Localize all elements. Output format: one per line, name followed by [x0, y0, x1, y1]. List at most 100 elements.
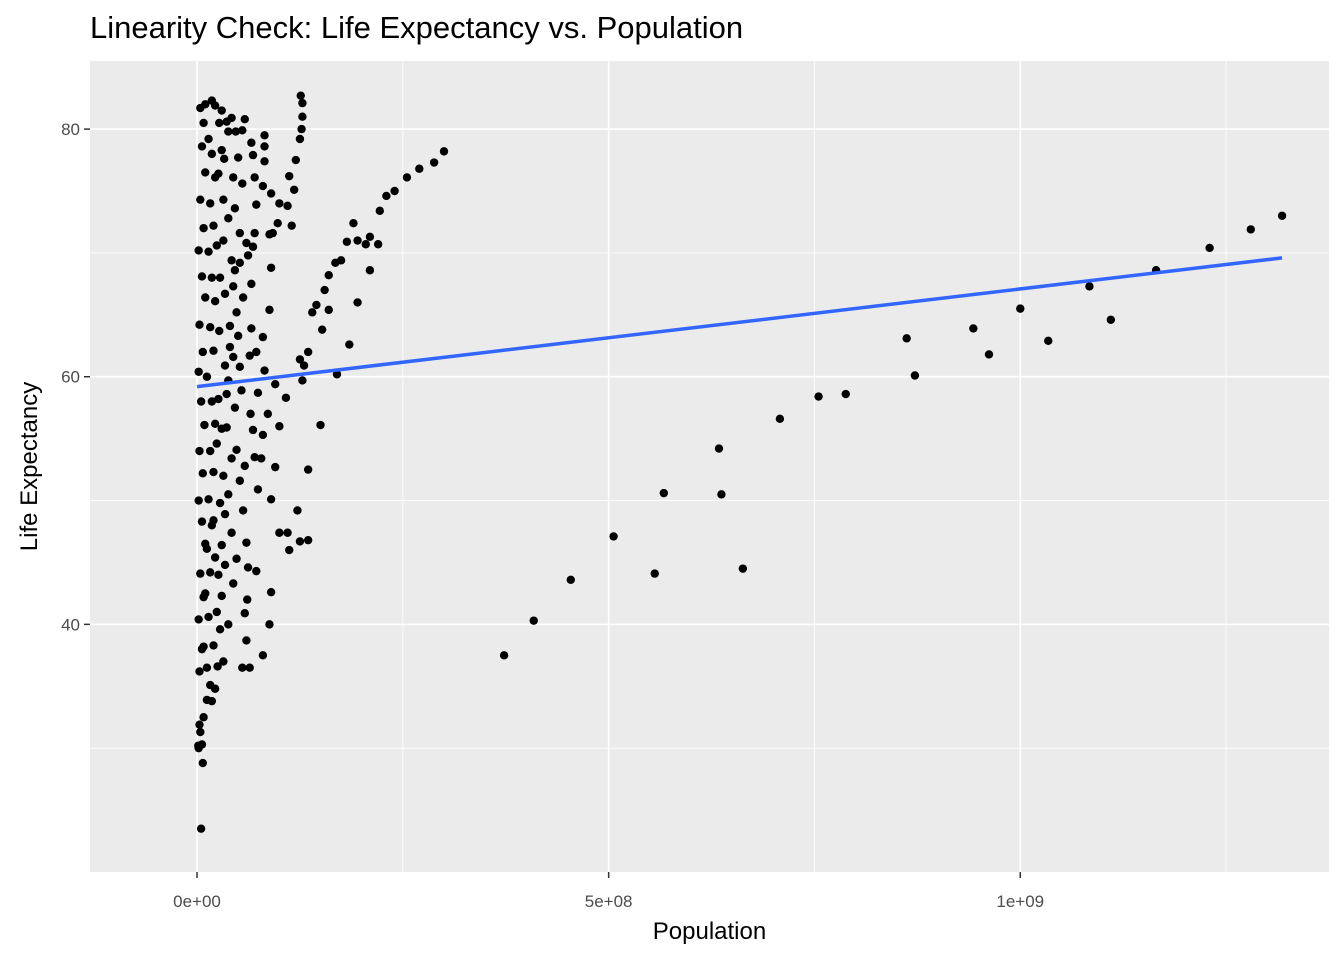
data-point	[232, 554, 241, 563]
data-point	[205, 568, 215, 577]
data-point	[353, 298, 362, 307]
data-point	[240, 461, 249, 471]
data-point	[303, 347, 313, 357]
data-point	[303, 535, 313, 545]
data-point	[295, 355, 305, 364]
data-point	[215, 625, 225, 634]
data-point	[235, 228, 245, 238]
data-point	[258, 181, 268, 191]
data-point	[209, 221, 218, 230]
data-point	[275, 199, 284, 208]
data-point	[195, 720, 204, 729]
data-point	[738, 564, 748, 573]
data-point	[205, 446, 215, 456]
data-point	[198, 758, 207, 768]
data-point	[298, 376, 307, 385]
data-point	[332, 370, 342, 379]
data-point	[219, 195, 228, 204]
data-point	[717, 490, 726, 499]
data-point	[342, 237, 352, 246]
data-point	[205, 199, 215, 208]
data-point	[199, 223, 208, 233]
data-point	[210, 297, 220, 306]
data-point	[235, 476, 245, 485]
data-point	[204, 495, 213, 504]
data-point	[252, 200, 261, 209]
data-point	[207, 397, 217, 406]
major-gridlines	[90, 61, 1329, 872]
data-point	[229, 579, 238, 588]
data-point	[214, 570, 223, 580]
data-point	[659, 488, 669, 498]
data-point	[214, 394, 223, 404]
data-point	[202, 372, 212, 381]
data-point	[316, 420, 325, 430]
data-point	[204, 612, 213, 622]
data-point	[209, 346, 218, 355]
data-point	[375, 206, 384, 216]
data-point	[222, 117, 231, 126]
data-point	[296, 91, 305, 100]
data-point	[217, 424, 226, 433]
data-point	[215, 326, 224, 336]
data-point	[196, 727, 205, 737]
data-point	[227, 454, 236, 463]
tick-labels: 0e+00 5e+08 1e+09 40 60 80	[61, 120, 1044, 911]
data-point	[219, 236, 228, 245]
data-point	[217, 145, 226, 155]
data-point	[196, 103, 205, 113]
data-point	[841, 389, 850, 399]
data-point	[227, 256, 236, 265]
data-point	[230, 204, 240, 213]
data-point	[349, 219, 358, 228]
data-point	[252, 566, 261, 576]
data-point	[910, 371, 920, 380]
data-point	[238, 663, 247, 672]
data-point	[415, 164, 424, 173]
data-point	[429, 158, 439, 167]
data-point	[217, 540, 226, 550]
data-point	[499, 651, 509, 660]
data-point	[382, 191, 391, 201]
data-point	[439, 147, 449, 156]
data-point	[250, 453, 259, 462]
data-point	[220, 560, 230, 570]
data-point	[204, 134, 213, 144]
data-point	[273, 219, 282, 228]
data-point	[215, 118, 224, 128]
data-point	[242, 538, 251, 547]
data-point	[209, 641, 218, 650]
data-point	[984, 350, 994, 359]
x-axis-title: Population	[653, 918, 766, 945]
data-point	[225, 321, 235, 331]
data-point	[199, 592, 208, 602]
y-axis-title: Life Expectancy	[16, 382, 43, 551]
data-point	[345, 340, 354, 349]
data-point	[202, 663, 212, 672]
data-point	[200, 420, 209, 430]
data-point	[238, 506, 248, 515]
data-point	[224, 127, 233, 136]
data-point	[217, 106, 226, 115]
data-point	[220, 289, 230, 298]
data-point	[212, 607, 221, 617]
data-point	[902, 334, 911, 343]
data-point	[268, 228, 277, 238]
data-point	[287, 221, 296, 230]
data-point	[237, 386, 246, 395]
x-tick-label: 0e+00	[173, 892, 221, 911]
data-point	[566, 575, 575, 584]
data-point	[220, 509, 230, 519]
data-point	[308, 308, 317, 317]
data-point	[217, 591, 226, 601]
data-point	[220, 361, 230, 370]
data-point	[714, 444, 724, 453]
data-point	[215, 498, 225, 508]
data-point	[253, 485, 263, 494]
data-point	[266, 263, 276, 272]
data-point	[266, 189, 276, 198]
x-tick-label: 1e+09	[996, 892, 1044, 911]
data-point	[1044, 336, 1053, 346]
data-point	[245, 663, 254, 672]
data-point	[238, 179, 247, 188]
